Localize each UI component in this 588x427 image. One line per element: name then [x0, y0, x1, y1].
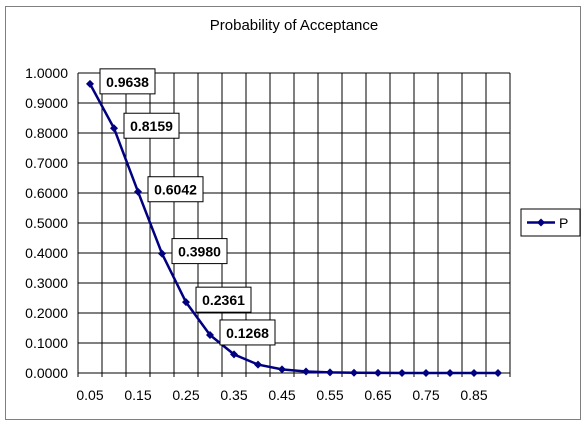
data-point: [422, 369, 430, 377]
legend: P: [520, 208, 581, 237]
data-label: 0.1268: [226, 325, 269, 341]
data-point: [110, 124, 118, 133]
x-tick-label: 0.65: [364, 387, 391, 403]
data-point: [326, 368, 334, 377]
data-point: [302, 367, 310, 376]
data-label: 0.6042: [154, 182, 197, 198]
data-label-box: [99, 68, 156, 95]
data-point: [182, 298, 190, 307]
y-tick-label: 0.4000: [25, 245, 68, 261]
data-label-box: [123, 112, 180, 139]
chart-title: Probability of Acceptance: [210, 17, 378, 34]
data-point: [206, 330, 214, 339]
x-tick-label: 0.15: [124, 387, 151, 403]
legend-marker: [537, 218, 545, 227]
plot-area: 0.0000 0.1000 0.2000 0.3000 0.4000 0.5000 0.60…: [25, 65, 511, 403]
x-tick-label: 0.35: [220, 387, 247, 403]
x-tick-label: 0.85: [460, 387, 487, 403]
data-label: 0.8159: [130, 118, 173, 134]
data-point: [494, 369, 502, 377]
y-tick-label: 0.9000: [25, 95, 68, 111]
data-point: [398, 368, 406, 377]
y-tick-label: 0.1000: [25, 335, 68, 351]
data-label-box: [195, 286, 252, 313]
data-label-box: [219, 319, 276, 346]
y-tick-label: 0.0000: [25, 365, 68, 381]
data-point: [86, 79, 94, 88]
y-tick-label: 0.5000: [25, 215, 68, 231]
y-tick-label: 0.8000: [25, 125, 68, 141]
data-label: 0.9638: [106, 74, 149, 90]
x-tick-label: 0.75: [412, 387, 439, 403]
y-tick-label: 0.6000: [25, 185, 68, 201]
data-point: [374, 368, 382, 377]
x-tick-label: 0.05: [76, 387, 103, 403]
data-label-box: [171, 238, 228, 265]
data-point: [446, 369, 454, 377]
x-tick-label: 0.45: [268, 387, 295, 403]
data-point: [470, 369, 478, 377]
data-point: [278, 365, 286, 374]
y-tick-label: 0.7000: [25, 155, 68, 171]
data-point: [254, 360, 262, 369]
data-label: 0.2361: [202, 292, 245, 308]
data-point: [350, 368, 358, 377]
x-tick-label: 0.55: [316, 387, 343, 403]
data-point: [134, 187, 142, 196]
data-point: [158, 249, 166, 258]
data-label: 0.3980: [178, 244, 221, 260]
y-tick-label: 0.2000: [25, 305, 68, 321]
y-tick-label: 0.3000: [25, 275, 68, 291]
data-label-box: [147, 176, 204, 203]
data-point: [230, 350, 238, 359]
x-tick-label: 0.25: [172, 387, 199, 403]
legend-label: P: [559, 215, 568, 231]
y-tick-label: 1.0000: [25, 65, 68, 81]
